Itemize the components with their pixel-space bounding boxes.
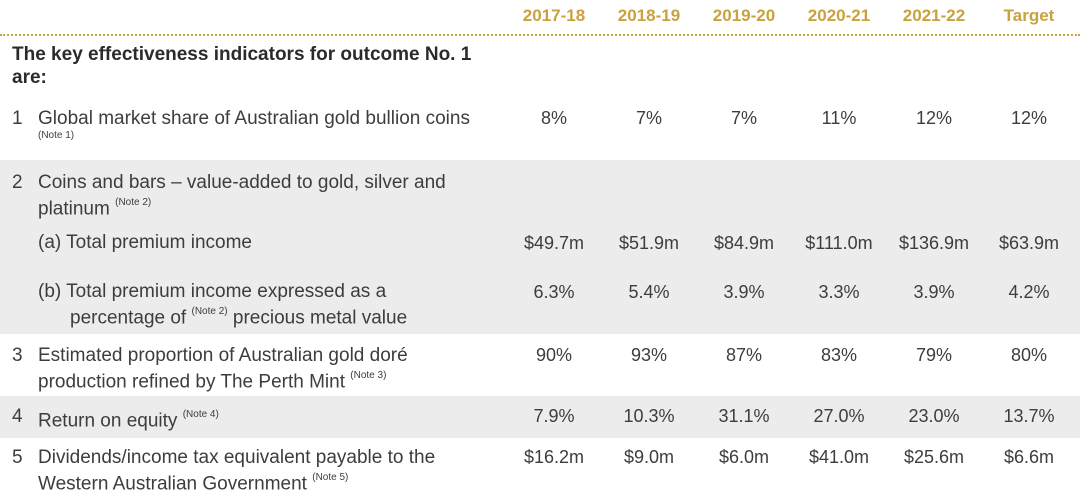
column-header-2018-19: 2018-19 — [617, 6, 681, 25]
row-note: (Note 5) — [312, 472, 349, 483]
row-label-line2: production refined by The Perth Mint (No… — [38, 367, 508, 393]
cell-2021-22: 12% — [915, 108, 953, 128]
cell-target: 12% — [1010, 108, 1048, 128]
section-title: The key effectiveness indicators for out… — [12, 44, 472, 88]
cell-target: $63.9m — [998, 233, 1060, 253]
table-header: 2017-18 2018-19 2019-20 2020-21 2021-22 … — [0, 0, 1080, 36]
cell-target: 80% — [1010, 345, 1048, 365]
row-label-text: Return on equity — [38, 410, 178, 432]
table-row: 5 Dividends/income tax equivalent payabl… — [0, 438, 1080, 495]
cell-2018-19: 7% — [635, 108, 662, 128]
row-label-line1: Dividends/income tax equivalent payable … — [38, 447, 436, 468]
row-label-text: Western Australian Government — [38, 473, 307, 495]
row-label: Coins and bars – value-added to gold, si… — [38, 172, 508, 220]
cell-2021-22: 3.9% — [913, 282, 955, 302]
cell-2019-20: 3.9% — [723, 282, 765, 302]
cell-2017-18: 90% — [535, 345, 573, 365]
cell-2017-18: $49.7m — [523, 233, 585, 253]
cell-2020-21: 11% — [821, 108, 857, 128]
row-note: (Note 1) — [38, 130, 75, 141]
table-row: 3 Estimated proportion of Australian gol… — [0, 334, 1080, 396]
cell-2020-21: 3.3% — [818, 282, 860, 302]
subrow-label-line1: (b) Total premium income expressed as a — [38, 281, 387, 302]
subrow-label-line2: percentage of (Note 2) precious metal va… — [38, 303, 508, 329]
row-label-line2: Western Australian Government (Note 5) — [38, 469, 508, 495]
subrow-label-text: precious metal value — [232, 307, 408, 329]
row-label: Return on equity (Note 4) — [38, 406, 508, 432]
cell-2018-19: 5.4% — [628, 282, 670, 302]
column-header-2019-20: 2019-20 — [712, 6, 776, 25]
cell-2019-20: 31.1% — [718, 406, 770, 426]
table-row-group: 2 Coins and bars – value-added to gold, … — [0, 160, 1080, 334]
row-label: Estimated proportion of Australian gold … — [38, 345, 508, 393]
row-label-line1: Estimated proportion of Australian gold … — [38, 345, 408, 366]
cell-2021-22: 79% — [915, 345, 953, 365]
cell-2019-20: 87% — [725, 345, 763, 365]
cell-2021-22: 23.0% — [908, 406, 960, 426]
row-number: 1 — [12, 108, 23, 129]
cell-2018-19: 10.3% — [623, 406, 675, 426]
row-label: Dividends/income tax equivalent payable … — [38, 447, 508, 495]
cell-2017-18: 6.3% — [533, 282, 575, 302]
row-label-text: Global market share of Australian gold b… — [38, 108, 470, 129]
cell-2018-19: $51.9m — [618, 233, 680, 253]
table-row: 4 Return on equity (Note 4) 7.9% 10.3% 3… — [0, 396, 1080, 438]
cell-2020-21: 27.0% — [813, 406, 865, 426]
row-number: 5 — [12, 447, 23, 468]
table-row: 1 Global market share of Australian gold… — [0, 100, 1080, 160]
subrow-label-text: percentage of — [70, 307, 187, 329]
cell-2020-21: $41.0m — [808, 447, 870, 467]
cell-2019-20: $6.0m — [718, 447, 770, 467]
row-note: (Note 2) — [115, 197, 152, 208]
row-number: 4 — [12, 406, 23, 427]
cell-2017-18: 7.9% — [533, 406, 575, 426]
row-note: (Note 3) — [350, 370, 387, 381]
column-header-2021-22: 2021-22 — [902, 6, 966, 25]
subrow-label: (a) Total premium income — [38, 232, 253, 253]
cell-2018-19: 93% — [630, 345, 668, 365]
cell-2017-18: 8% — [540, 108, 567, 128]
row-label: Global market share of Australian gold b… — [38, 108, 508, 142]
cell-2021-22: $136.9m — [898, 233, 970, 253]
cell-target: 13.7% — [1003, 406, 1055, 426]
cell-target: $6.6m — [1003, 447, 1055, 467]
cell-2019-20: $84.9m — [713, 233, 775, 253]
subrow-label: (b) Total premium income expressed as a … — [38, 281, 508, 329]
row-note: (Note 4) — [182, 409, 219, 420]
cell-2018-19: $9.0m — [623, 447, 675, 467]
cell-target: 4.2% — [1008, 282, 1050, 302]
column-header-target: Target — [1003, 6, 1055, 25]
cell-2021-22: $25.6m — [903, 447, 965, 467]
row-note: (Note 2) — [191, 306, 228, 317]
cell-2020-21: 83% — [820, 345, 858, 365]
row-label-text: production refined by The Perth Mint — [38, 371, 345, 393]
row-number: 3 — [12, 345, 23, 366]
cell-2019-20: 7% — [730, 108, 757, 128]
row-number: 2 — [12, 172, 23, 193]
cell-2020-21: $111.0m — [805, 233, 873, 253]
cell-2017-18: $16.2m — [523, 447, 585, 467]
row-label-text: Coins and bars – value-added to gold, si… — [38, 172, 446, 220]
column-header-2020-21: 2020-21 — [807, 6, 871, 25]
column-header-2017-18: 2017-18 — [522, 6, 586, 25]
